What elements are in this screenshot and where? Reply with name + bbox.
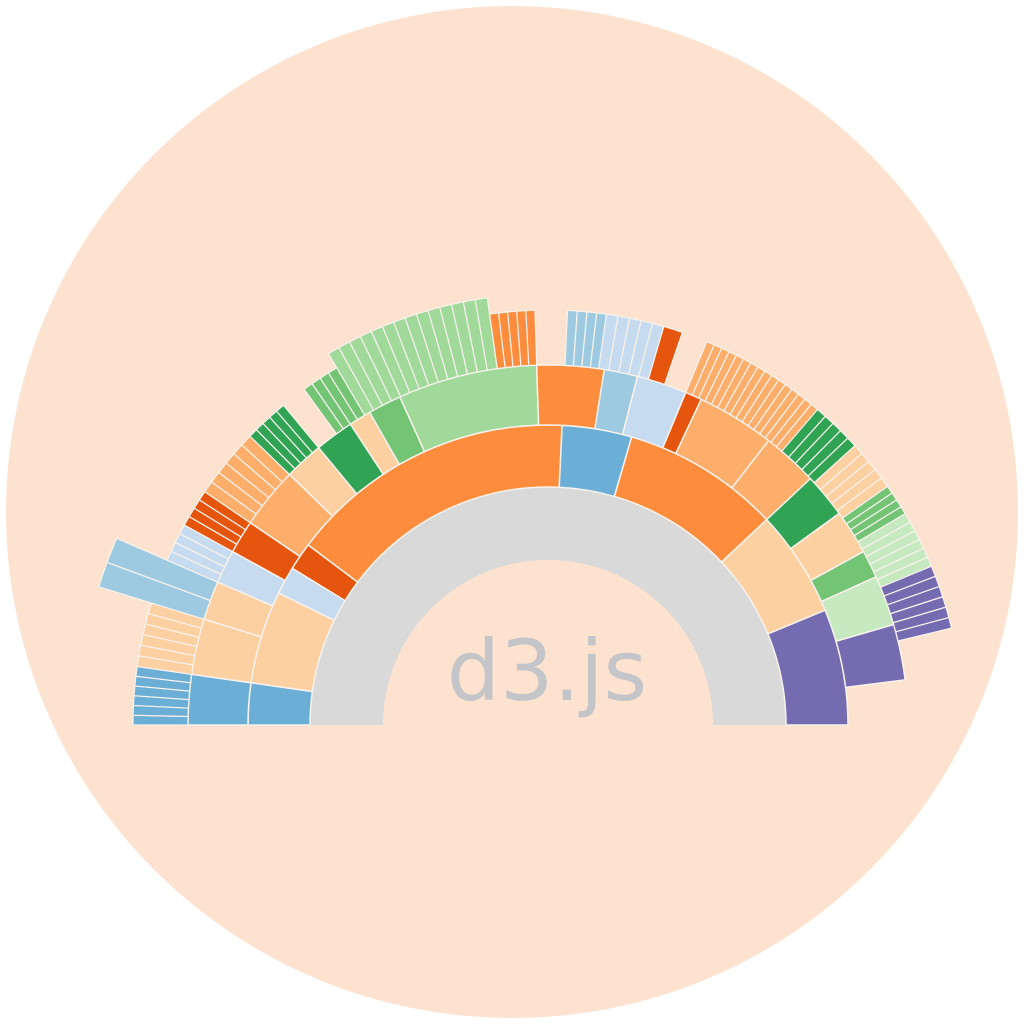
logo-text: d3.js (447, 622, 648, 720)
outer-segment-12 (564, 309, 608, 370)
outer-segment-16 (735, 370, 819, 453)
outer-segment-21 (879, 565, 953, 642)
outer-segment-20 (857, 512, 933, 589)
outer-segment-21-cell (894, 616, 953, 642)
outer-segment-8-cell (275, 404, 320, 454)
outer-segment-2 (136, 602, 205, 675)
outer-segment-13 (598, 313, 665, 381)
outer-segment-6 (183, 490, 252, 553)
outer-segment-19 (841, 485, 907, 543)
middle-segment-12 (535, 364, 606, 430)
outer-segment-8 (249, 404, 320, 476)
middle-segment-22 (835, 623, 906, 689)
sunburst-chart (98, 297, 953, 726)
outer-segment-11-cell (525, 309, 538, 367)
outer-segment-14 (647, 325, 684, 386)
outer-segment-7 (203, 435, 291, 524)
outer-segment-14-cell (647, 325, 684, 386)
core-ring (310, 487, 786, 725)
outer-segment-10 (327, 297, 498, 416)
outer-segment-9 (303, 366, 366, 435)
outer-segment-1 (132, 665, 193, 726)
outer-segment-4 (98, 537, 219, 620)
outer-segment-11 (488, 309, 538, 370)
outer-segment-15 (684, 340, 766, 419)
